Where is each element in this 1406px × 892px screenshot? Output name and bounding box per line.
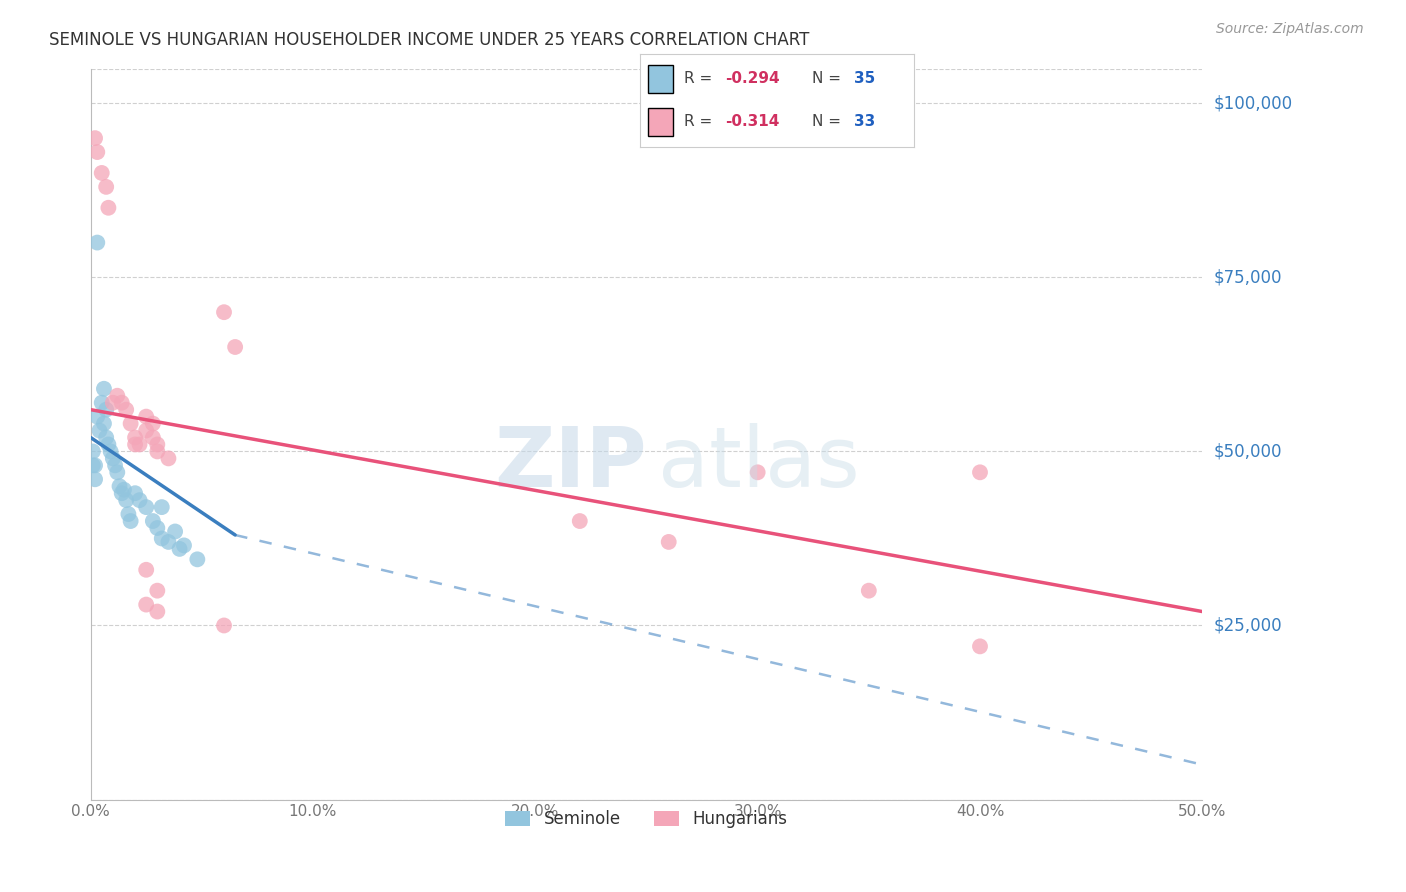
Point <box>224 340 246 354</box>
Text: -0.294: -0.294 <box>724 71 779 87</box>
Text: R =: R = <box>683 71 717 87</box>
Point <box>165 524 187 539</box>
Point <box>124 486 146 500</box>
Point <box>111 486 134 500</box>
Text: ZIP: ZIP <box>494 423 647 504</box>
FancyBboxPatch shape <box>648 65 672 93</box>
Point <box>82 444 104 458</box>
Point <box>86 409 108 424</box>
Text: N =: N = <box>813 114 846 129</box>
Text: SEMINOLE VS HUNGARIAN HOUSEHOLDER INCOME UNDER 25 YEARS CORRELATION CHART: SEMINOLE VS HUNGARIAN HOUSEHOLDER INCOME… <box>49 31 810 49</box>
Point <box>173 538 195 552</box>
Text: $25,000: $25,000 <box>1213 616 1282 634</box>
Point <box>93 382 115 396</box>
Point <box>150 532 173 546</box>
Point <box>212 618 235 632</box>
Point <box>747 465 769 479</box>
Point <box>89 424 111 438</box>
Point <box>105 389 128 403</box>
Point <box>90 166 112 180</box>
Point <box>128 437 150 451</box>
FancyBboxPatch shape <box>648 108 672 136</box>
Point <box>146 437 169 451</box>
Point <box>658 535 681 549</box>
Point <box>135 500 157 515</box>
Point <box>90 395 112 409</box>
Point <box>157 535 180 549</box>
Point <box>84 458 107 473</box>
Point <box>568 514 591 528</box>
Point <box>105 465 128 479</box>
Point <box>146 444 169 458</box>
Point <box>117 507 139 521</box>
Point <box>135 563 157 577</box>
Point <box>142 514 165 528</box>
Text: 33: 33 <box>853 114 875 129</box>
Point <box>135 598 157 612</box>
Text: R =: R = <box>683 114 717 129</box>
Text: $75,000: $75,000 <box>1213 268 1282 286</box>
Point <box>96 430 118 444</box>
Point <box>93 417 115 431</box>
Point <box>858 583 880 598</box>
Point <box>104 458 127 473</box>
Point <box>108 479 131 493</box>
Point <box>112 483 135 497</box>
Point <box>186 552 208 566</box>
Point <box>120 514 142 528</box>
Point <box>124 437 146 451</box>
Point <box>120 417 142 431</box>
Point <box>97 437 120 451</box>
Point <box>146 583 169 598</box>
Point <box>96 179 118 194</box>
Point <box>111 395 134 409</box>
Point <box>86 145 108 159</box>
Text: atlas: atlas <box>658 423 859 504</box>
Text: $100,000: $100,000 <box>1213 95 1292 112</box>
Point <box>96 402 118 417</box>
Text: 35: 35 <box>853 71 875 87</box>
Point <box>101 395 124 409</box>
Point <box>146 521 169 535</box>
Point <box>135 424 157 438</box>
Point <box>86 235 108 250</box>
Point <box>128 493 150 508</box>
Text: Source: ZipAtlas.com: Source: ZipAtlas.com <box>1216 22 1364 37</box>
Point <box>82 458 104 473</box>
Point <box>969 465 991 479</box>
Point <box>124 430 146 444</box>
Legend: Seminole, Hungarians: Seminole, Hungarians <box>499 804 794 835</box>
Text: $50,000: $50,000 <box>1213 442 1282 460</box>
Text: -0.314: -0.314 <box>724 114 779 129</box>
Point <box>115 493 138 508</box>
Point <box>146 605 169 619</box>
Point <box>100 444 122 458</box>
Point <box>212 305 235 319</box>
Point <box>115 402 138 417</box>
Point <box>150 500 173 515</box>
Point <box>169 541 191 556</box>
Point <box>84 131 107 145</box>
Point <box>84 472 107 486</box>
Point <box>142 430 165 444</box>
Point <box>157 451 180 466</box>
Point <box>101 451 124 466</box>
Point <box>135 409 157 424</box>
Point <box>969 640 991 654</box>
Point <box>97 201 120 215</box>
Text: N =: N = <box>813 71 846 87</box>
Point <box>142 417 165 431</box>
